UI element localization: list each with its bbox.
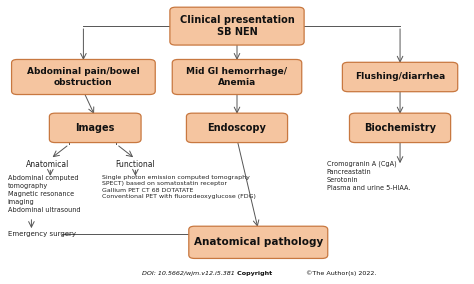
Text: Single photon emission computed tomography
SPECT) based on somatostatin receptor: Single photon emission computed tomograp… — [102, 174, 256, 199]
FancyBboxPatch shape — [11, 59, 155, 95]
Text: DOI: 10.5662/wjm.v12.i5.381: DOI: 10.5662/wjm.v12.i5.381 — [142, 271, 237, 276]
Text: Endoscopy: Endoscopy — [208, 123, 266, 133]
Text: Copyright: Copyright — [237, 271, 274, 276]
Text: Mid GI hemorrhage/
Anemia: Mid GI hemorrhage/ Anemia — [186, 67, 288, 87]
FancyBboxPatch shape — [186, 113, 288, 143]
Text: Images: Images — [75, 123, 115, 133]
FancyBboxPatch shape — [49, 113, 141, 143]
Text: Anatomical: Anatomical — [26, 160, 70, 169]
FancyBboxPatch shape — [349, 113, 451, 143]
Text: ©The Author(s) 2022.: ©The Author(s) 2022. — [306, 271, 376, 276]
FancyBboxPatch shape — [342, 62, 458, 92]
Text: Clinical presentation
SB NEN: Clinical presentation SB NEN — [180, 15, 294, 37]
FancyBboxPatch shape — [170, 7, 304, 45]
Text: Abdominal computed
tomography
Magnetic resonance
imaging
Abdominal ultrasound: Abdominal computed tomography Magnetic r… — [8, 174, 81, 212]
Text: Abdominal pain/bowel
obstruction: Abdominal pain/bowel obstruction — [27, 67, 140, 87]
Text: Flushing/diarrhea: Flushing/diarrhea — [355, 72, 445, 82]
Text: Anatomical pathology: Anatomical pathology — [194, 237, 323, 247]
Text: Cromogranin A (CgA)
Pancreastatin
Serotonin
Plasma and urine 5-HIAA.: Cromogranin A (CgA) Pancreastatin Seroto… — [327, 160, 410, 191]
FancyBboxPatch shape — [172, 59, 302, 95]
Text: Functional: Functional — [116, 160, 155, 169]
Text: Biochemistry: Biochemistry — [364, 123, 436, 133]
Text: Emergency surgery: Emergency surgery — [8, 231, 76, 237]
FancyBboxPatch shape — [189, 226, 328, 258]
